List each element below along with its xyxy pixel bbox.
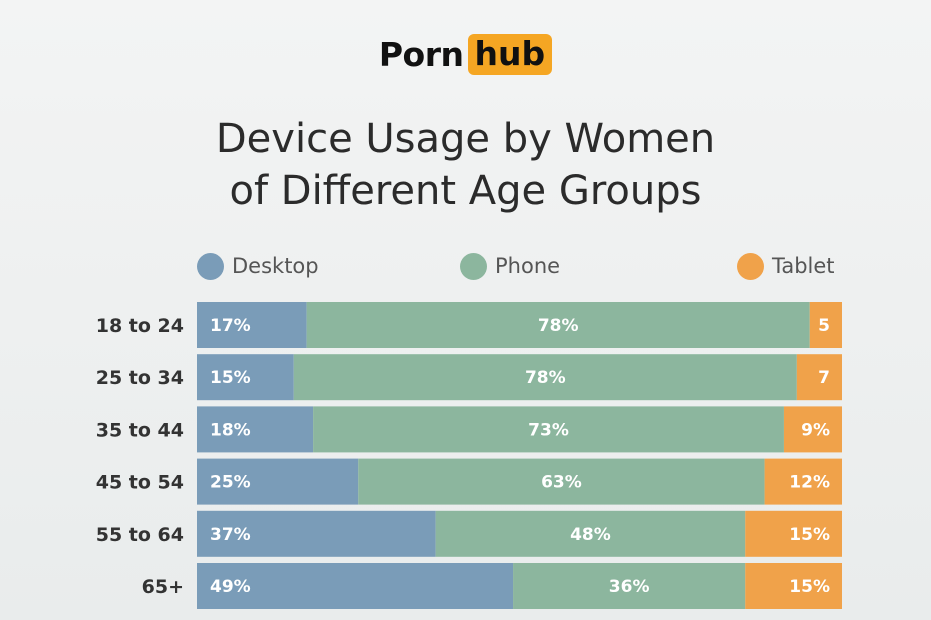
brand-logo-badge: hub <box>467 34 553 75</box>
legend-item-tablet: Tablet <box>737 251 835 281</box>
bar-segment-tablet <box>764 458 842 505</box>
category-label: 35 to 44 <box>96 419 184 441</box>
bar-segment-phone <box>358 458 765 505</box>
brand-logo: Porn hub <box>0 34 931 75</box>
bar-segment-phone <box>313 406 784 453</box>
bar-segment-tablet <box>796 354 842 401</box>
bar-segment-tablet <box>809 302 842 348</box>
legend-item-desktop: Desktop <box>197 251 319 281</box>
data-label-tablet: 15% <box>789 577 830 597</box>
data-label-desktop: 25% <box>210 473 251 493</box>
chart-title-line1: Device Usage by Women <box>215 116 716 162</box>
data-label-phone: 36% <box>609 577 650 597</box>
legend-swatch-tablet <box>737 252 764 280</box>
legend-label-tablet: Tablet <box>772 254 835 278</box>
bar-segment-desktop <box>197 563 514 609</box>
category-label: 18 to 24 <box>96 315 184 337</box>
bar-segment-desktop <box>197 354 294 401</box>
data-label-phone: 63% <box>541 473 582 493</box>
data-label-desktop: 37% <box>210 525 251 545</box>
data-label-tablet: 7 <box>818 368 830 388</box>
data-label-desktop: 17% <box>210 316 251 336</box>
data-label-phone: 48% <box>570 525 611 545</box>
legend-swatch-phone <box>460 252 487 280</box>
brand-logo-text: Porn <box>378 35 464 74</box>
data-label-desktop: 49% <box>210 577 251 597</box>
data-label-desktop: 15% <box>210 368 251 388</box>
data-label-phone: 78% <box>525 368 566 388</box>
data-label-tablet: 5 <box>818 316 830 336</box>
legend-label-phone: Phone <box>495 254 561 278</box>
data-label-desktop: 18% <box>210 420 251 440</box>
bar-segment-phone <box>306 302 810 348</box>
data-label-phone: 73% <box>528 420 569 440</box>
bar-segment-phone <box>513 563 746 609</box>
bar-segment-desktop <box>197 302 307 348</box>
bar-segment-phone <box>435 510 746 557</box>
chart-title: Device Usage by Women of Different Age G… <box>0 113 931 217</box>
data-label-tablet: 12% <box>789 473 830 493</box>
bar-segment-desktop <box>197 406 314 453</box>
bar-segment-desktop <box>197 458 359 505</box>
bar-segment-desktop <box>197 510 436 557</box>
chart-title-line2: of Different Age Groups <box>229 168 702 214</box>
bar-segment-tablet <box>745 510 842 557</box>
data-label-tablet: 15% <box>789 525 830 545</box>
legend-label-desktop: Desktop <box>232 254 319 278</box>
category-label: 45 to 54 <box>96 472 184 494</box>
category-label: 65+ <box>142 576 184 598</box>
category-label: 55 to 64 <box>96 524 184 546</box>
bar-segment-tablet <box>783 406 842 453</box>
category-label: 25 to 34 <box>96 367 184 389</box>
bar-segment-phone <box>293 354 797 401</box>
bar-segment-tablet <box>745 563 842 609</box>
legend-item-phone: Phone <box>460 251 560 281</box>
data-label-phone: 78% <box>538 316 579 336</box>
legend-swatch-desktop <box>197 252 224 280</box>
data-label-tablet: 9% <box>801 420 830 440</box>
